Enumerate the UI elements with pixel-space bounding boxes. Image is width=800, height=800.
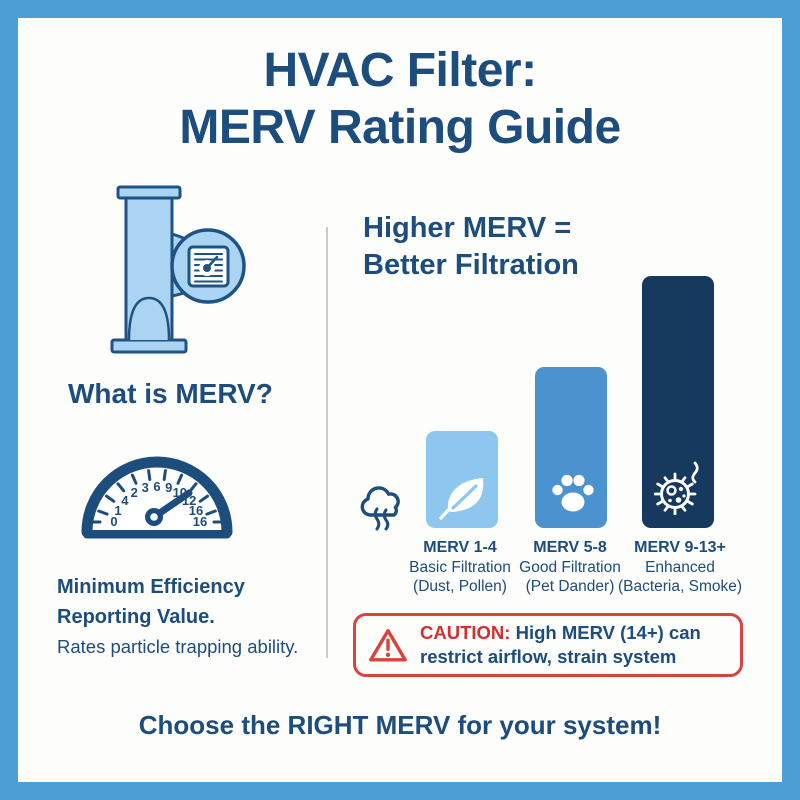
- bar-range-label: MERV 1-4: [423, 539, 497, 556]
- higher-merv-heading: Higher MERV = Better Filtration: [363, 210, 579, 284]
- bar-examples-label: (Bacteria, Smoke): [617, 578, 743, 595]
- leaf-icon: [439, 478, 484, 520]
- bar-label-mid: MERV 5-8 Good Filtration (Pet Dander): [512, 538, 628, 597]
- gauge-needle: [145, 489, 193, 526]
- what-is-merv-heading: What is MERV?: [68, 378, 273, 409]
- bar-desc-label: Good Filtration: [519, 558, 621, 576]
- caution-box: CAUTION: High MERV (14+) can restrict ai…: [353, 613, 743, 677]
- title-line-1: HVAC Filter:: [263, 44, 537, 97]
- page-title: HVAC Filter: MERV Rating Guide: [0, 42, 800, 156]
- bar-range-label: MERV 9-13+: [634, 539, 726, 556]
- svg-text:2: 2: [131, 485, 138, 500]
- dust-cloud-icon: [360, 486, 400, 531]
- definition-line-3: Rates particle trapping ability.: [57, 636, 299, 657]
- bar-desc-label: Basic Filtration: [409, 558, 511, 576]
- bar-examples-label: (Dust, Pollen): [413, 578, 507, 595]
- gauge-ticks: [88, 469, 226, 524]
- definition-bold-line-1: Minimum Efficiency: [57, 576, 245, 598]
- svg-text:9: 9: [165, 480, 172, 495]
- bar-desc-label: Enhanced: [645, 558, 715, 576]
- svg-text:16: 16: [189, 503, 203, 518]
- paw-icon: [552, 474, 594, 512]
- column-divider: [326, 227, 328, 658]
- svg-text:6: 6: [153, 479, 160, 494]
- hvac-duct-filter-illustration: [110, 185, 246, 354]
- caution-text: CAUTION: High MERV (14+) can restrict ai…: [420, 621, 726, 669]
- merv-bar-mid: [535, 367, 607, 528]
- bar-examples-label: (Pet Dander): [525, 578, 615, 595]
- warning-triangle-icon: [369, 628, 407, 661]
- bar-range-label: MERV 5-8: [533, 539, 607, 556]
- definition-bold-line-2: Reporting Value.: [57, 606, 215, 628]
- caution-message: High MERV (14+) can restrict airflow, st…: [420, 622, 701, 667]
- svg-text:16: 16: [193, 514, 207, 529]
- title-line-2: MERV Rating Guide: [179, 101, 621, 154]
- merv-gauge-icon: 0 1 4 2 3 6 9 10 12 16 16: [81, 456, 233, 539]
- svg-text:4: 4: [121, 493, 129, 508]
- filter-icon: [187, 245, 230, 288]
- footer-tagline: Choose the RIGHT MERV for your system!: [138, 710, 662, 740]
- caution-label: CAUTION:: [420, 622, 511, 643]
- merv-bar-low: [426, 431, 498, 528]
- svg-text:3: 3: [142, 480, 149, 495]
- svg-text:0: 0: [110, 514, 117, 529]
- bar-label-high: MERV 9-13+ Enhanced (Bacteria, Smoke): [608, 538, 752, 597]
- germ-icon: [654, 461, 699, 515]
- merv-definition: Minimum Efficiency Reporting Value. Rate…: [57, 572, 298, 661]
- higher-heading-line-2: Better Filtration: [363, 249, 579, 281]
- svg-text:1: 1: [114, 503, 121, 518]
- merv-bar-high: [642, 276, 714, 528]
- higher-heading-line-1: Higher MERV =: [363, 212, 572, 244]
- bar-label-low: MERV 1-4 Basic Filtration (Dust, Pollen): [396, 538, 524, 597]
